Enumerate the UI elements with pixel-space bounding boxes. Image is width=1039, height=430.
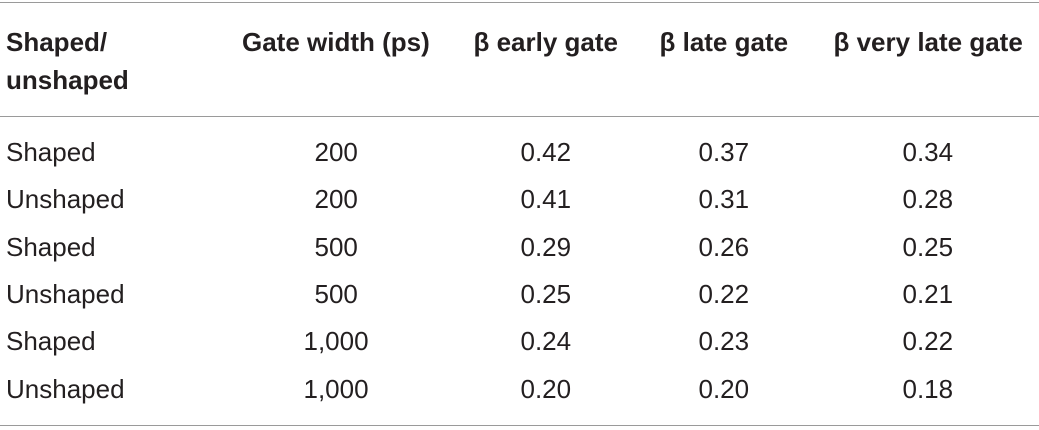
table-cell: 1,000 (303, 373, 369, 404)
row-label: Shaped (6, 231, 96, 262)
table-cell: 0.34 (902, 137, 954, 167)
table-cell: 0.31 (698, 184, 750, 215)
table-cell: 0.26 (698, 231, 750, 262)
table-cell: 0.24 (520, 326, 572, 357)
header-cell: β early gate (473, 27, 619, 57)
row-label: Unshaped (6, 278, 125, 309)
table-cell: 0.22 (698, 278, 750, 309)
table-cell: 200 (314, 137, 358, 167)
header-cell: β very late gate (833, 27, 1023, 57)
row-label: Shaped (6, 137, 96, 167)
table-cell: 0.18 (902, 373, 954, 404)
table-cell: 0.20 (698, 373, 750, 404)
table-cell: 500 (314, 278, 358, 309)
table-cell: 0.28 (902, 184, 954, 215)
top-rule (0, 2, 1039, 3)
table-cell: 0.20 (520, 373, 572, 404)
row-label: Unshaped (6, 184, 125, 215)
table-cell: 0.21 (902, 278, 954, 309)
header-cell: β late gate (659, 27, 789, 57)
table-cell: 0.29 (520, 231, 572, 262)
table-cell: 0.42 (520, 137, 572, 167)
table-cell: 0.25 (520, 278, 572, 309)
table-cell: 0.25 (902, 231, 954, 262)
table-cell: 200 (314, 184, 358, 215)
table-cell: 500 (314, 231, 358, 262)
table-cell: 0.22 (902, 326, 954, 357)
header-cell: Shaped/ unshaped (6, 27, 129, 95)
table-cell: 1,000 (303, 326, 369, 357)
bottom-rule (0, 425, 1039, 426)
row-label: Shaped (6, 326, 96, 357)
table-cell: 0.37 (698, 137, 750, 167)
header-rule (0, 116, 1039, 117)
header-cell: Gate width (ps) (242, 27, 430, 57)
table-cell: 0.41 (520, 184, 572, 215)
row-label: Unshaped (6, 373, 125, 404)
table-cell: 0.23 (698, 326, 750, 357)
